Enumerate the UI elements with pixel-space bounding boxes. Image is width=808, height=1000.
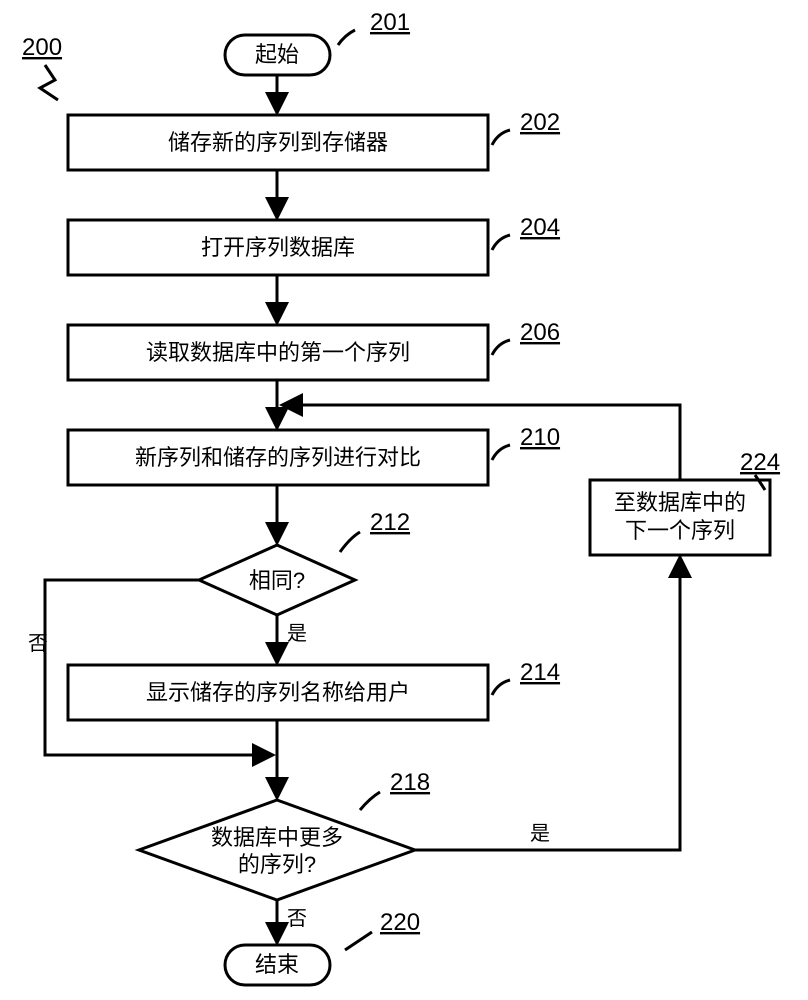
edge-218-yes-label: 是 [530, 823, 550, 845]
edge-212-yes-label: 是 [287, 623, 307, 645]
ref-206-pointer [492, 340, 510, 355]
node-224-label-1: 至数据库中的 [614, 490, 746, 515]
ref-201-pointer [338, 30, 355, 45]
edge-212-no-label: 否 [28, 633, 48, 655]
node-224-label-2: 下一个序列 [625, 518, 735, 543]
flowchart-canvas: 200 起始 201 储存新的序列到存储器 202 打开序列数据库 204 读取… [0, 0, 808, 1000]
ref-214: 214 [520, 659, 560, 686]
decision-212-label: 相同? [249, 568, 305, 593]
edge-218-no-label: 否 [287, 908, 307, 930]
decision-218-label-1: 数据库中更多 [211, 825, 343, 850]
ref-212: 212 [370, 509, 410, 536]
ref-202: 202 [520, 109, 560, 136]
ref-218-pointer [360, 792, 380, 810]
decision-218-label-2: 的序列? [238, 852, 316, 877]
ref-202-pointer [492, 130, 510, 145]
edge-218-yes [415, 560, 680, 850]
ref-218: 218 [390, 769, 430, 796]
node-210-label: 新序列和储存的序列进行对比 [135, 445, 421, 470]
ref-204: 204 [520, 214, 560, 241]
ref-224-pointer [755, 475, 765, 490]
ref-204-pointer [492, 235, 510, 250]
node-202-label: 储存新的序列到存储器 [168, 130, 388, 155]
ref-206: 206 [520, 319, 560, 346]
start-label: 起始 [255, 42, 299, 67]
ref-200-pointer [40, 65, 58, 100]
ref-200: 200 [22, 34, 62, 61]
node-206-label: 读取数据库中的第一个序列 [146, 340, 410, 365]
ref-220-pointer [345, 932, 372, 950]
node-214-label: 显示储存的序列名称给用户 [146, 680, 410, 705]
ref-214-pointer [492, 680, 510, 695]
end-label: 结束 [255, 952, 299, 977]
ref-201: 201 [370, 9, 410, 36]
edge-212-no [45, 580, 270, 755]
ref-210-pointer [492, 445, 510, 460]
ref-210: 210 [520, 424, 560, 451]
node-204-label: 打开序列数据库 [201, 235, 355, 260]
decision-218 [139, 800, 415, 900]
ref-224: 224 [740, 449, 780, 476]
ref-212-pointer [340, 532, 360, 552]
ref-220: 220 [380, 909, 420, 936]
